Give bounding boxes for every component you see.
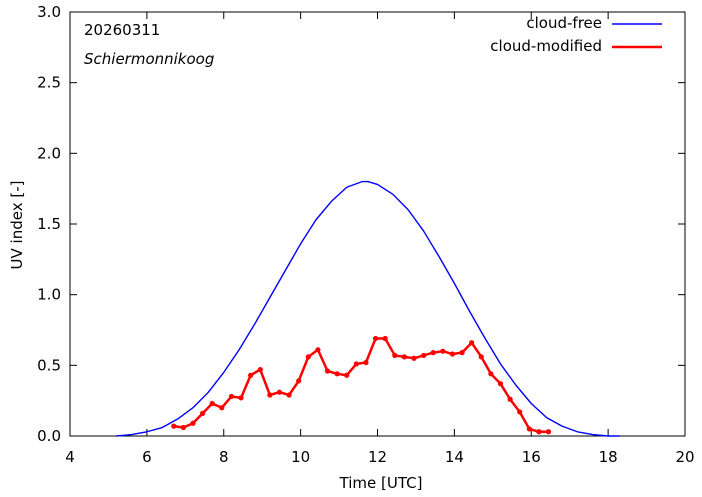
data-point-cloud-modified bbox=[449, 351, 456, 357]
data-point-cloud-modified bbox=[305, 354, 311, 360]
x-tick-label: 18 bbox=[599, 448, 618, 466]
data-point-cloud-modified bbox=[526, 426, 532, 432]
data-point-cloud-modified bbox=[324, 368, 331, 374]
data-point-cloud-modified bbox=[334, 371, 340, 377]
data-point-cloud-modified bbox=[296, 378, 302, 384]
data-point-cloud-modified bbox=[401, 354, 408, 360]
x-tick-label: 4 bbox=[65, 448, 75, 466]
x-tick-label: 10 bbox=[291, 448, 310, 466]
data-point-cloud-modified bbox=[248, 372, 254, 378]
y-tick-label: 1.5 bbox=[37, 215, 61, 233]
data-point-cloud-modified bbox=[363, 359, 369, 366]
data-point-cloud-modified bbox=[497, 381, 504, 387]
data-point-cloud-modified bbox=[209, 400, 215, 407]
x-tick-label: 20 bbox=[675, 448, 694, 466]
data-point-cloud-modified bbox=[276, 389, 283, 395]
y-tick-label: 2.5 bbox=[37, 74, 61, 92]
chart-series bbox=[116, 180, 620, 437]
data-point-cloud-modified bbox=[478, 354, 484, 360]
data-point-cloud-modified bbox=[536, 429, 542, 435]
data-point-cloud-modified bbox=[344, 372, 350, 378]
data-point-cloud-modified bbox=[421, 352, 427, 359]
data-point-cloud-modified bbox=[392, 352, 398, 359]
data-point-cloud-modified bbox=[507, 396, 513, 402]
data-point-cloud-modified bbox=[257, 366, 263, 373]
y-tick-label: 0.0 bbox=[37, 427, 61, 445]
x-tick-label: 12 bbox=[368, 448, 387, 466]
x-axis-title: Time [UTC] bbox=[339, 474, 423, 492]
plot-frame bbox=[69, 11, 686, 437]
data-point-cloud-modified bbox=[469, 340, 475, 346]
legend-label-cloud-modified: cloud-modified bbox=[490, 37, 602, 55]
data-point-cloud-modified bbox=[545, 429, 552, 435]
data-point-cloud-modified bbox=[190, 420, 196, 426]
data-point-cloud-modified bbox=[315, 347, 321, 353]
data-point-cloud-modified bbox=[517, 409, 523, 415]
data-point-cloud-modified bbox=[228, 393, 235, 400]
data-point-cloud-modified bbox=[353, 361, 359, 367]
data-point-cloud-modified bbox=[440, 348, 446, 354]
x-tick-label: 8 bbox=[219, 448, 229, 466]
data-point-cloud-modified bbox=[171, 423, 177, 429]
y-tick-label: 3.0 bbox=[37, 3, 61, 21]
data-point-cloud-modified bbox=[372, 335, 379, 342]
data-point-cloud-modified bbox=[180, 424, 186, 431]
series-line-cloud-free bbox=[116, 180, 620, 437]
date-label: 20260311 bbox=[84, 21, 160, 39]
data-point-cloud-modified bbox=[219, 405, 225, 411]
y-axis-title: UV index [-] bbox=[8, 181, 26, 270]
data-point-cloud-modified bbox=[459, 350, 465, 356]
data-point-cloud-modified bbox=[488, 371, 494, 377]
location-label: Schiermonnikoog bbox=[84, 50, 214, 68]
plot-border bbox=[69, 11, 686, 437]
axis-ticks: 4 6 8 10 12 14 16 18 20 0.0 0.5 1.0 1.5 2.0 2.5 3.0 bbox=[37, 3, 694, 466]
y-tick-label: 1.0 bbox=[37, 286, 61, 304]
y-tick-label: 0.5 bbox=[37, 356, 61, 374]
x-tick-label: 14 bbox=[445, 448, 464, 466]
data-point-cloud-modified bbox=[382, 335, 388, 342]
legend-label-cloud-free: cloud-free bbox=[526, 14, 602, 32]
data-point-cloud-modified bbox=[267, 392, 273, 398]
x-tick-label: 16 bbox=[522, 448, 541, 466]
data-point-cloud-modified bbox=[286, 392, 292, 398]
data-point-cloud-modified bbox=[411, 355, 417, 361]
data-point-cloud-modified bbox=[430, 350, 436, 356]
y-tick-label: 2.0 bbox=[37, 144, 61, 162]
data-point-cloud-modified bbox=[238, 395, 244, 401]
series-line-cloud-modified bbox=[173, 337, 549, 434]
data-point-cloud-modified bbox=[200, 410, 206, 416]
x-tick-label: 6 bbox=[142, 448, 152, 466]
legend: cloud-free cloud-modified bbox=[490, 14, 662, 55]
